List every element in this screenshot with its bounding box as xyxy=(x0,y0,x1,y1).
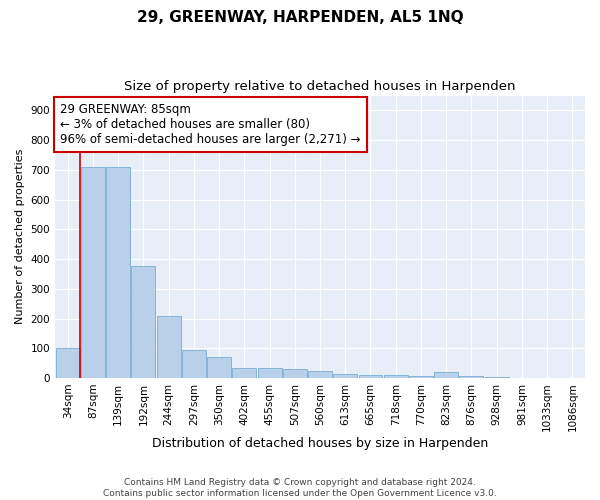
Text: 29 GREENWAY: 85sqm
← 3% of detached houses are smaller (80)
96% of semi-detached: 29 GREENWAY: 85sqm ← 3% of detached hous… xyxy=(61,102,361,146)
Text: Contains HM Land Registry data © Crown copyright and database right 2024.
Contai: Contains HM Land Registry data © Crown c… xyxy=(103,478,497,498)
Text: 29, GREENWAY, HARPENDEN, AL5 1NQ: 29, GREENWAY, HARPENDEN, AL5 1NQ xyxy=(137,10,463,25)
Bar xyxy=(384,375,408,378)
Bar xyxy=(207,356,231,378)
Title: Size of property relative to detached houses in Harpenden: Size of property relative to detached ho… xyxy=(124,80,516,93)
Bar xyxy=(157,316,181,378)
Bar xyxy=(460,376,484,378)
Bar xyxy=(283,369,307,378)
Bar xyxy=(333,374,357,378)
Bar xyxy=(308,372,332,378)
Y-axis label: Number of detached properties: Number of detached properties xyxy=(15,149,25,324)
Bar xyxy=(232,368,256,378)
Bar xyxy=(359,375,382,378)
Bar xyxy=(182,350,206,378)
Bar xyxy=(56,348,80,378)
Bar xyxy=(131,266,155,378)
Bar xyxy=(434,372,458,378)
Bar xyxy=(257,368,281,378)
Bar xyxy=(485,377,509,378)
Bar xyxy=(81,167,105,378)
Bar xyxy=(106,167,130,378)
Bar xyxy=(409,376,433,378)
X-axis label: Distribution of detached houses by size in Harpenden: Distribution of detached houses by size … xyxy=(152,437,488,450)
